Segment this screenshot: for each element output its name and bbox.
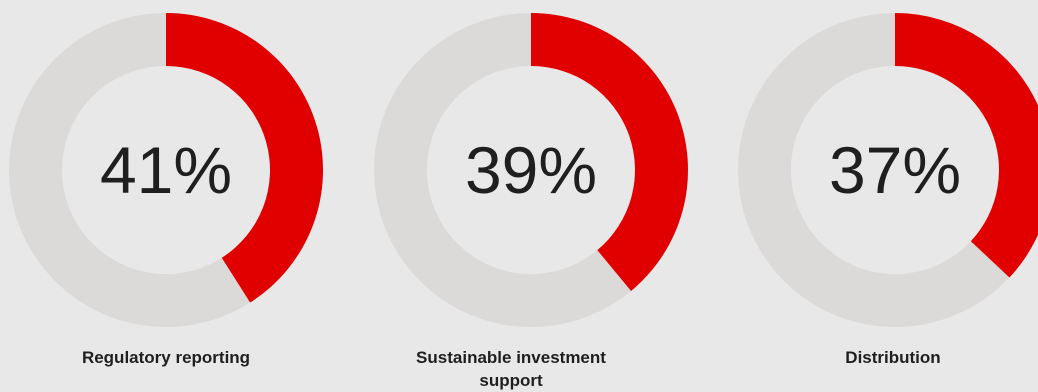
donut-label-distribution: Distribution bbox=[845, 348, 941, 367]
donut-sustainable-investment-support: 39% bbox=[374, 13, 688, 327]
donut-value-segment bbox=[166, 13, 323, 303]
donut-value-segment bbox=[895, 13, 1038, 278]
donut-value-segment bbox=[531, 13, 688, 291]
donut-value-label: 39% bbox=[465, 133, 597, 207]
donut-value-label: 37% bbox=[829, 133, 961, 207]
donut-value-label: 41% bbox=[100, 133, 232, 207]
donut-regulatory-reporting: 41% bbox=[9, 13, 323, 327]
donut-label-regulatory-reporting: Regulatory reporting bbox=[81, 348, 251, 367]
donut-distribution: 37% bbox=[738, 13, 1038, 327]
donut-label-sustainable-investment-support: Sustainable investment support bbox=[416, 348, 606, 390]
